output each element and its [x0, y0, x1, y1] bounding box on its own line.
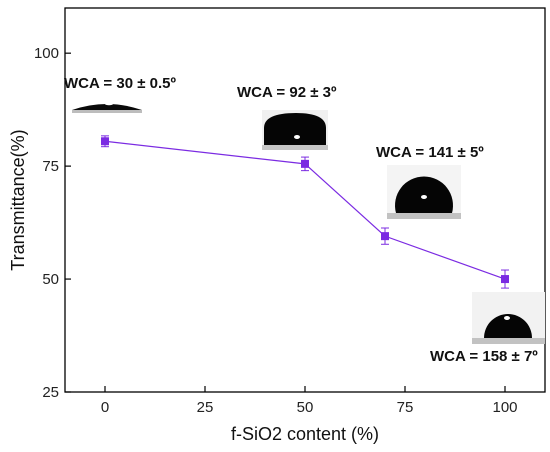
- wca-annotation-1: WCA = 30 ± 0.5º: [64, 75, 176, 92]
- x-axis-label: f-SiO2 content (%): [231, 424, 379, 444]
- x-tick-label: 25: [197, 399, 214, 416]
- data-point: [101, 137, 109, 146]
- y-tick-label: 50: [42, 271, 59, 288]
- series-line: [104, 140, 506, 280]
- y-tick-label: 100: [34, 45, 59, 62]
- x-tick-label: 100: [492, 399, 517, 416]
- data-point: [501, 275, 509, 284]
- x-tick-label: 75: [397, 399, 414, 416]
- y-tick-label: 25: [42, 384, 59, 401]
- data-point: [381, 232, 389, 241]
- droplet-inset-1: [72, 102, 142, 114]
- droplet-inset-3: [387, 165, 461, 219]
- x-tick-label: 50: [297, 399, 314, 416]
- y-tick-label: 75: [42, 158, 59, 175]
- wca-annotation-2: WCA = 92 ± 3º: [237, 84, 337, 101]
- wca-annotation-4: WCA = 158 ± 7º: [430, 348, 538, 365]
- x-tick-label: 0: [101, 399, 109, 416]
- wca-annotation-3: WCA = 141 ± 5º: [376, 144, 484, 161]
- data-markers: [101, 137, 509, 284]
- data-point: [301, 159, 309, 168]
- droplet-inset-4: [472, 292, 545, 344]
- droplet-inset-2: [262, 110, 328, 150]
- x-axis-ticks: 0 25 50 75 100: [101, 386, 518, 416]
- y-axis-ticks: 25 50 75 100: [34, 45, 71, 401]
- y-axis-label: Transmittance(%): [8, 129, 28, 270]
